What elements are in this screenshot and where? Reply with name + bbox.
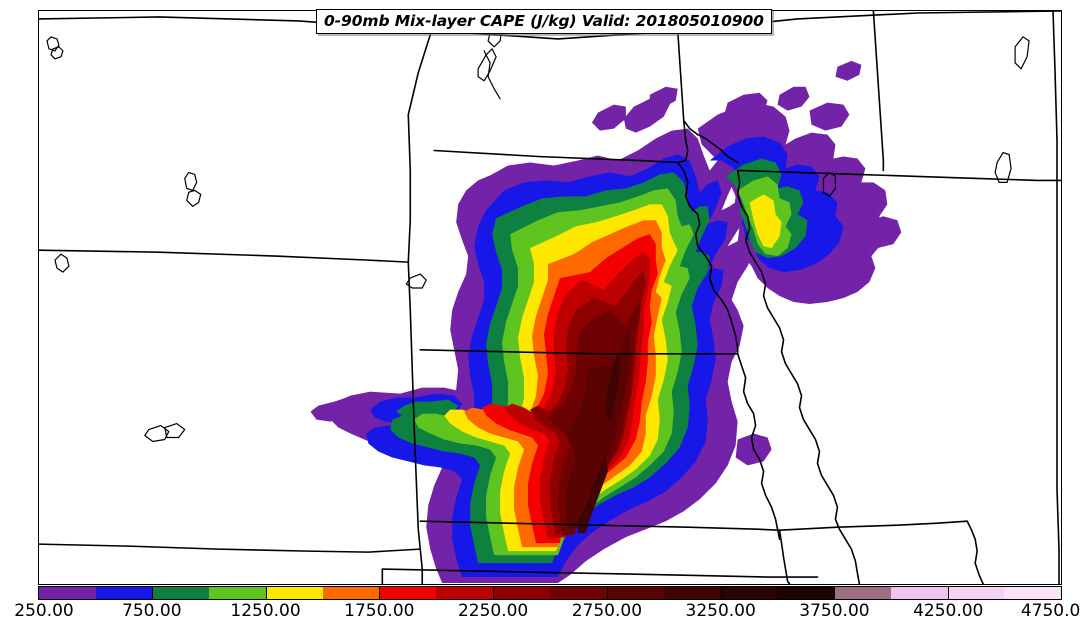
colorbar-band bbox=[833, 587, 891, 599]
plot-title-box: 0-90mb Mix-layer CAPE (J/kg) Valid: 2018… bbox=[316, 9, 772, 34]
colorbar-band bbox=[606, 587, 664, 599]
colorbar bbox=[38, 586, 1062, 600]
colorbar-band bbox=[890, 587, 948, 599]
colorbar-tick-label: 3750.00 bbox=[799, 601, 870, 621]
colorbar-band bbox=[493, 587, 551, 599]
colorbar-tick-label: 4250.00 bbox=[913, 601, 984, 621]
colorbar-band bbox=[322, 587, 380, 599]
map-axes bbox=[38, 10, 1062, 585]
colorbar-tick-label: 3250.00 bbox=[685, 601, 756, 621]
colorbar-band bbox=[947, 587, 1005, 599]
map-canvas bbox=[39, 11, 1061, 584]
colorbar-band bbox=[209, 587, 267, 599]
colorbar-band bbox=[436, 587, 494, 599]
colorbar-tick-label: 2250.00 bbox=[457, 601, 529, 621]
cape-contour-fill bbox=[310, 60, 902, 584]
colorbar-band bbox=[39, 587, 96, 599]
colorbar-band bbox=[266, 587, 323, 599]
colorbar-tick-label: 1250.00 bbox=[230, 601, 301, 621]
colorbar-tick-label: 2750.00 bbox=[571, 601, 643, 621]
colorbar-tick-label: 750.00 bbox=[122, 601, 182, 621]
colorbar-band bbox=[550, 587, 607, 599]
cape-band-3000-3250 bbox=[577, 349, 620, 534]
colorbar-band bbox=[95, 587, 153, 599]
colorbar-band bbox=[777, 587, 834, 599]
colorbar-band bbox=[152, 587, 210, 599]
colorbar-band bbox=[1004, 587, 1062, 599]
colorbar-band bbox=[720, 587, 778, 599]
plot-title-text: 0-90mb Mix-layer CAPE (J/kg) Valid: 2018… bbox=[324, 12, 764, 30]
colorbar-tick-label: 4750.00 bbox=[1020, 601, 1081, 621]
state-boundaries bbox=[39, 11, 1061, 584]
colorbar-band bbox=[379, 587, 437, 599]
colorbar-tick-label: 1750.00 bbox=[344, 601, 415, 621]
colorbar-tick-label: 250.00 bbox=[14, 601, 74, 621]
colorbar-tick-labels: 250.00 750.00 1250.00 1750.00 2250.00 2750.00… bbox=[0, 601, 1081, 627]
colorbar-band bbox=[663, 587, 721, 599]
